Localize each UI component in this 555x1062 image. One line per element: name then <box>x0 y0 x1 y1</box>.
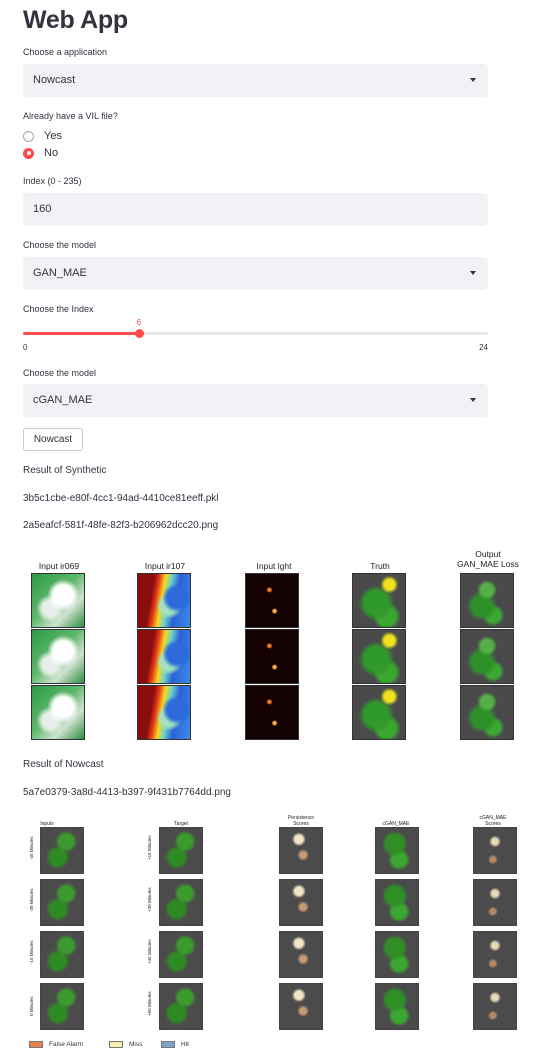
figure-tile <box>375 879 419 926</box>
figure-tile <box>460 629 514 684</box>
radio-option-no[interactable]: No <box>23 147 58 159</box>
radio-option-label: Yes <box>44 130 62 142</box>
figure-tile <box>279 983 323 1030</box>
model-select[interactable]: GAN_MAE <box>23 257 488 290</box>
figure-row-label: +15 Minutes <box>147 835 152 860</box>
model-select-2[interactable]: cGAN_MAE <box>23 384 488 417</box>
figure-column-title: Persistence Scores <box>287 815 315 827</box>
figure-column-title: Input ir069 <box>38 561 80 571</box>
application-select-label: Choose a application <box>23 47 108 57</box>
figure-row-label: +60 Minutes <box>147 991 152 1016</box>
figure-column-title: Truth <box>370 561 390 571</box>
figure-column-title: Output GAN_MAE Loss <box>457 549 519 569</box>
figure-tile <box>245 685 299 740</box>
figure-row-label: 0 Minutes <box>29 996 34 1016</box>
chevron-down-icon <box>470 78 476 82</box>
chevron-down-icon <box>470 271 476 275</box>
figure-tile <box>137 685 191 740</box>
figure-tile <box>159 827 203 874</box>
figure-tile <box>375 983 419 1030</box>
figure-tile <box>279 827 323 874</box>
radio-option-label: No <box>44 147 59 159</box>
figure-row-label: +45 Minutes <box>147 939 152 964</box>
figure-tile <box>279 879 323 926</box>
figure-tile <box>159 879 203 926</box>
figure-row-label: -45 Minutes <box>29 836 34 860</box>
radio-unchecked-icon[interactable] <box>23 130 34 142</box>
figure-tile <box>159 983 203 1030</box>
legend-item-hit: Hit <box>161 1041 189 1048</box>
figure-tile <box>137 573 191 628</box>
figure-column-title: Input lght <box>256 561 292 571</box>
figure-row-label: -30 Minutes <box>29 888 34 912</box>
figure-row-label: +30 Minutes <box>147 887 152 912</box>
figure-column-title: Inputs <box>40 821 54 827</box>
figure-tile <box>375 827 419 874</box>
synthetic-result-image: Input ir069 Input ir107 Input lght Truth… <box>23 545 543 745</box>
figure-tile <box>245 629 299 684</box>
figure-tile <box>352 629 406 684</box>
figure-tile <box>473 879 517 926</box>
slider-fill <box>23 332 139 335</box>
application-select[interactable]: Nowcast <box>23 64 488 97</box>
vil-radio-label: Already have a VIL file? <box>23 111 118 121</box>
application-select-value: Nowcast <box>33 74 76 86</box>
figure-tile <box>137 629 191 684</box>
index-input[interactable]: 160 <box>23 193 488 226</box>
legend-label: Hit <box>181 1041 189 1048</box>
figure-column-title: cGAN_MAE Scores <box>479 815 507 827</box>
synthetic-file-pkl: 3b5c1cbe-e80f-4cc1-94ad-4410ce81eeff.pkl <box>23 493 219 504</box>
figure-tile <box>40 827 84 874</box>
legend-swatch <box>29 1041 43 1048</box>
figure-tile <box>473 931 517 978</box>
figure-column-title: Target <box>174 821 188 827</box>
figure-tile <box>460 573 514 628</box>
model-select-label: Choose the model <box>23 240 97 250</box>
model-select-value: cGAN_MAE <box>33 394 93 406</box>
figure-tile <box>460 685 514 740</box>
index-slider-label: Choose the Index <box>23 304 94 314</box>
nowcast-result-image: Inputs Target Persistence Scores cGAN_MA… <box>23 815 543 1062</box>
figure-tile <box>473 827 517 874</box>
nowcast-file-png: 5a7e0379-3a8d-4413-b397-9f431b7764dd.png <box>23 787 231 798</box>
radio-option-yes[interactable]: Yes <box>23 130 62 142</box>
chevron-down-icon <box>470 398 476 402</box>
figure-tile <box>375 931 419 978</box>
slider-thumb[interactable] <box>135 329 144 338</box>
figure-column-title: Input ir107 <box>144 561 186 571</box>
slider-max: 24 <box>479 343 488 352</box>
figure-tile <box>279 931 323 978</box>
figure-tile <box>245 573 299 628</box>
nowcast-button[interactable]: Nowcast <box>23 428 83 451</box>
slider-min: 0 <box>23 343 28 352</box>
legend-swatch <box>109 1041 123 1048</box>
figure-tile <box>352 573 406 628</box>
figure-tile <box>352 685 406 740</box>
radio-checked-icon[interactable] <box>23 147 34 159</box>
model-select-label-2: Choose the model <box>23 368 97 378</box>
figure-tile <box>473 983 517 1030</box>
legend-item-miss: Miss <box>109 1041 142 1048</box>
slider-track[interactable] <box>23 332 488 335</box>
figure-tile <box>40 931 84 978</box>
figure-tile <box>159 931 203 978</box>
nowcast-heading: Result of Nowcast <box>23 759 104 770</box>
index-input-label: Index (0 - 235) <box>23 176 82 186</box>
figure-tile <box>31 685 85 740</box>
model-select-value: GAN_MAE <box>33 267 87 279</box>
figure-tile <box>40 879 84 926</box>
legend-label: False Alarm <box>49 1041 84 1048</box>
figure-row-label: -15 Minutes <box>29 940 34 964</box>
figure-tile <box>31 629 85 684</box>
legend-item-false-alarm: False Alarm <box>29 1041 83 1048</box>
synthetic-heading: Result of Synthetic <box>23 465 107 476</box>
figure-tile <box>40 983 84 1030</box>
legend-swatch <box>161 1041 175 1048</box>
legend-label: Miss <box>129 1041 143 1048</box>
figure-tile <box>31 573 85 628</box>
figure-column-title: cGAN_MAE <box>382 821 410 827</box>
slider-value: 6 <box>136 318 142 327</box>
synthetic-file-png: 2a5eafcf-581f-48fe-82f3-b206962dcc20.png <box>23 520 219 531</box>
page-title: Web App <box>23 6 128 34</box>
